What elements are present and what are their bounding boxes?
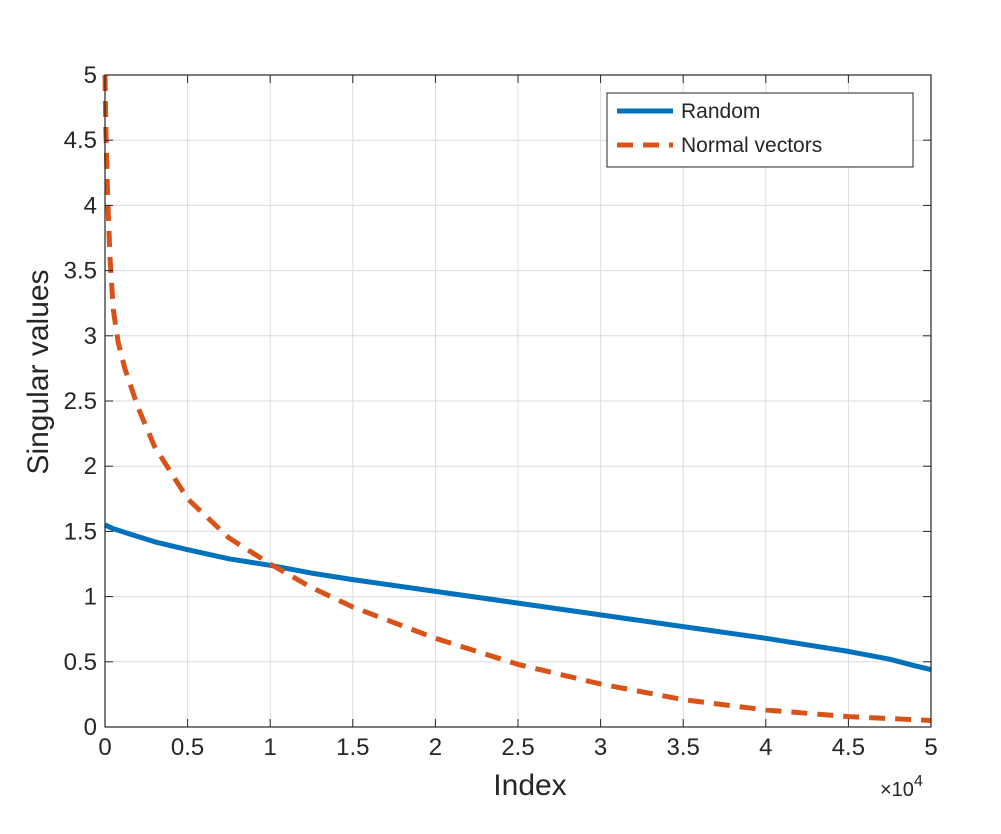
x-exponent-label: ×104 xyxy=(880,773,923,801)
y-tick-label: 3 xyxy=(84,323,97,350)
x-tick-labels: 0 0.5 1 1.5 2 2.5 3 3.5 4 4.5 5 xyxy=(98,734,937,761)
x-exponent-power: 4 xyxy=(914,773,923,790)
tick-marks xyxy=(104,74,932,728)
y-tick-labels: 0 0.5 1 1.5 2 2.5 3 3.5 4 4.5 5 xyxy=(64,62,97,741)
series-line-normal-vectors xyxy=(102,74,932,723)
x-exponent-base: ×10 xyxy=(880,779,914,801)
x-axis-label: Index xyxy=(493,769,566,802)
y-tick-label: 1.5 xyxy=(64,518,97,545)
legend-label-random: Random xyxy=(681,100,760,123)
x-tick-label: 0.5 xyxy=(171,734,204,761)
y-tick-label: 2 xyxy=(84,453,97,480)
y-tick-label: 5 xyxy=(84,62,97,89)
series-line-random xyxy=(103,522,932,673)
y-tick-label: 4 xyxy=(84,192,97,219)
legend-box xyxy=(606,92,914,168)
x-tick-label: 3 xyxy=(594,734,607,761)
y-tick-label: 2.5 xyxy=(64,388,97,415)
x-tick-label: 4.5 xyxy=(832,734,865,761)
y-tick-label: 4.5 xyxy=(64,127,97,154)
x-tick-label: 1.5 xyxy=(336,734,369,761)
x-tick-label: 0 xyxy=(98,734,111,761)
x-tick-label: 1 xyxy=(264,734,277,761)
y-tick-label: 1 xyxy=(84,584,97,611)
x-tick-label: 2.5 xyxy=(501,734,534,761)
x-tick-label: 4 xyxy=(759,734,772,761)
x-tick-label: 3.5 xyxy=(667,734,700,761)
legend-label-normal-vectors: Normal vectors xyxy=(681,134,822,157)
x-tick-label: 2 xyxy=(429,734,442,761)
y-tick-label: 0.5 xyxy=(64,649,97,676)
x-tick-label: 5 xyxy=(924,734,937,761)
series-layer xyxy=(102,74,932,723)
y-tick-label: 3.5 xyxy=(64,258,97,285)
legend: Random Normal vectors xyxy=(606,92,914,168)
y-tick-label: 0 xyxy=(84,714,97,741)
y-axis-label: Singular values xyxy=(22,269,55,474)
